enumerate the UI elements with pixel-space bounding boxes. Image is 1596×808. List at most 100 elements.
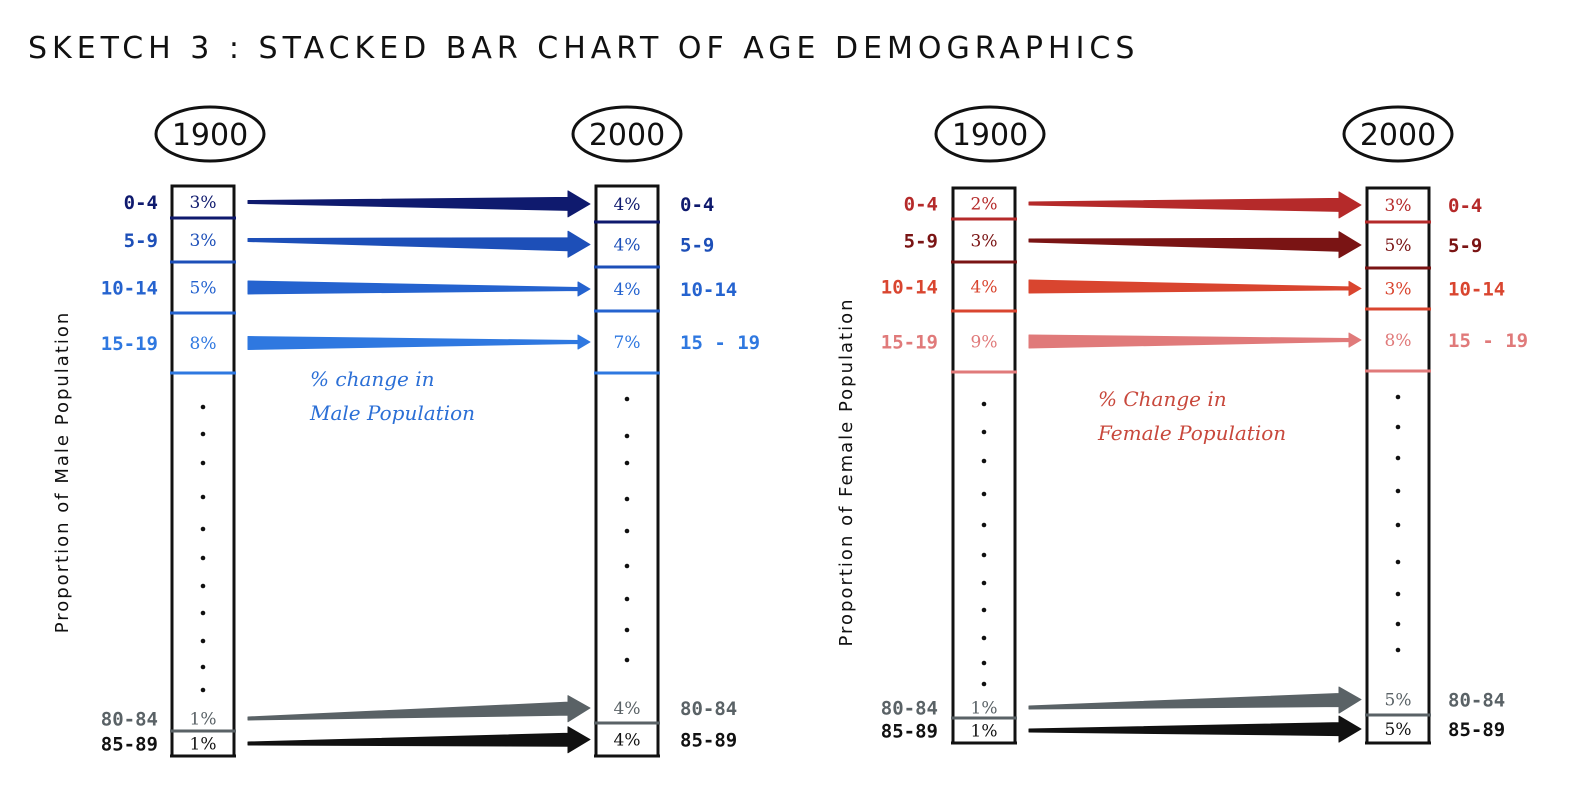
change-arrow <box>1028 191 1362 219</box>
ellipsis-dot <box>1395 559 1401 565</box>
bar-start <box>951 186 1017 745</box>
ellipsis-dot <box>1395 522 1401 528</box>
age-label-end: 15 - 19 <box>1448 330 1528 352</box>
bar-end <box>1365 186 1431 745</box>
age-label-end: 10-14 <box>680 279 737 301</box>
year-start-label: 1900 <box>952 118 1028 153</box>
ellipsis-dot <box>200 583 206 589</box>
change-arrow <box>247 280 591 297</box>
age-label-start: 80-84 <box>881 698 938 720</box>
y-axis-label: Proportion of Male Population <box>52 311 73 634</box>
age-label-end: 0-4 <box>680 194 714 216</box>
ellipsis-dot <box>200 610 206 616</box>
year-start-bubble <box>934 105 1046 163</box>
change-annotation: Male Population <box>309 401 475 425</box>
ellipsis-dot <box>200 687 206 693</box>
ellipsis-dot <box>981 635 987 641</box>
ellipsis-dot <box>200 404 206 410</box>
year-end-label: 2000 <box>589 118 665 153</box>
change-arrow <box>1028 231 1362 259</box>
pct-value-2000: 4% <box>614 280 641 300</box>
change-arrow <box>1028 279 1362 296</box>
ellipsis-dot <box>1395 647 1401 653</box>
change-annotation: Female Population <box>1097 421 1286 445</box>
ellipsis-dot <box>1395 424 1401 430</box>
ellipsis-dot <box>624 563 630 569</box>
ellipsis-dot <box>1395 591 1401 597</box>
ellipsis-dot <box>200 431 206 437</box>
change-arrow <box>247 726 591 754</box>
age-label-start: 85-89 <box>101 734 158 756</box>
pct-value-1900: 3% <box>190 193 217 213</box>
pct-value-2000: 4% <box>614 731 641 751</box>
ellipsis-dot <box>981 401 987 407</box>
panel-male: 1900 2000 Proportion of Male Population 0-4… <box>52 105 760 758</box>
age-label-start: 80-84 <box>101 709 158 731</box>
change-arrow <box>247 334 591 350</box>
change-arrow <box>247 230 591 258</box>
pct-value-1900: 1% <box>971 699 998 719</box>
age-label-end: 5-9 <box>1448 235 1482 257</box>
pct-value-2000: 4% <box>614 195 641 215</box>
ellipsis-dot <box>624 528 630 534</box>
change-arrow <box>1028 715 1362 743</box>
age-label-end: 85-89 <box>1448 719 1505 741</box>
ellipsis-dot <box>981 429 987 435</box>
bar-end <box>594 184 660 758</box>
pct-value-2000: 7% <box>614 333 641 353</box>
ellipsis-dot <box>200 664 206 670</box>
ellipsis-dot <box>1395 488 1401 494</box>
ellipsis-dot <box>200 460 206 466</box>
age-label-end: 10-14 <box>1448 279 1505 301</box>
ellipsis-dot <box>624 627 630 633</box>
age-label-start: 15-19 <box>881 332 938 354</box>
pct-value-2000: 3% <box>1385 280 1412 300</box>
ellipsis-dot <box>981 491 987 497</box>
ellipsis-dot <box>200 494 206 500</box>
age-label-start: 0-4 <box>904 194 938 216</box>
change-annotation: % Change in <box>1098 387 1227 411</box>
ellipsis-dot <box>1395 621 1401 627</box>
age-label-start: 15-19 <box>101 333 158 355</box>
year-start-bubble <box>154 105 266 163</box>
pct-value-1900: 1% <box>190 710 217 730</box>
page-title: SKETCH 3 : STACKED BAR CHART OF AGE DEMO… <box>28 31 1139 66</box>
age-label-start: 0-4 <box>124 192 158 214</box>
pct-value-1900: 8% <box>190 334 217 354</box>
ellipsis-dot <box>981 660 987 666</box>
ellipsis-dot <box>624 433 630 439</box>
pct-value-1900: 4% <box>971 278 998 298</box>
change-annotation: % change in <box>310 367 435 391</box>
age-label-end: 80-84 <box>1448 690 1505 712</box>
age-label-start: 5-9 <box>124 230 158 252</box>
pct-value-2000: 5% <box>1385 691 1412 711</box>
year-end-bubble <box>1342 105 1454 163</box>
age-label-start: 10-14 <box>881 277 938 299</box>
ellipsis-dot <box>1395 394 1401 400</box>
y-axis-label: Proportion of Female Population <box>836 297 857 646</box>
change-arrow <box>247 190 591 218</box>
pct-value-2000: 5% <box>1385 720 1412 740</box>
ellipsis-dot <box>981 552 987 558</box>
age-label-end: 85-89 <box>680 730 737 752</box>
ellipsis-dot <box>624 657 630 663</box>
change-arrow <box>247 695 591 723</box>
panel-female: 1900 2000 Proportion of Female Population 0… <box>836 105 1528 745</box>
year-start-label: 1900 <box>172 118 248 153</box>
age-label-end: 5-9 <box>680 235 714 257</box>
pct-value-1900: 9% <box>971 333 998 353</box>
ellipsis-dot <box>981 458 987 464</box>
pct-value-2000: 8% <box>1385 331 1412 351</box>
pct-value-2000: 5% <box>1385 236 1412 256</box>
ellipsis-dot <box>624 396 630 402</box>
age-label-end: 0-4 <box>1448 195 1482 217</box>
age-label-end: 80-84 <box>680 698 737 720</box>
ellipsis-dot <box>981 681 987 687</box>
ellipsis-dot <box>624 496 630 502</box>
pct-value-1900: 1% <box>190 735 217 755</box>
pct-value-1900: 1% <box>971 722 998 742</box>
pct-value-1900: 2% <box>971 195 998 215</box>
ellipsis-dot <box>1395 455 1401 461</box>
age-label-start: 5-9 <box>904 231 938 253</box>
